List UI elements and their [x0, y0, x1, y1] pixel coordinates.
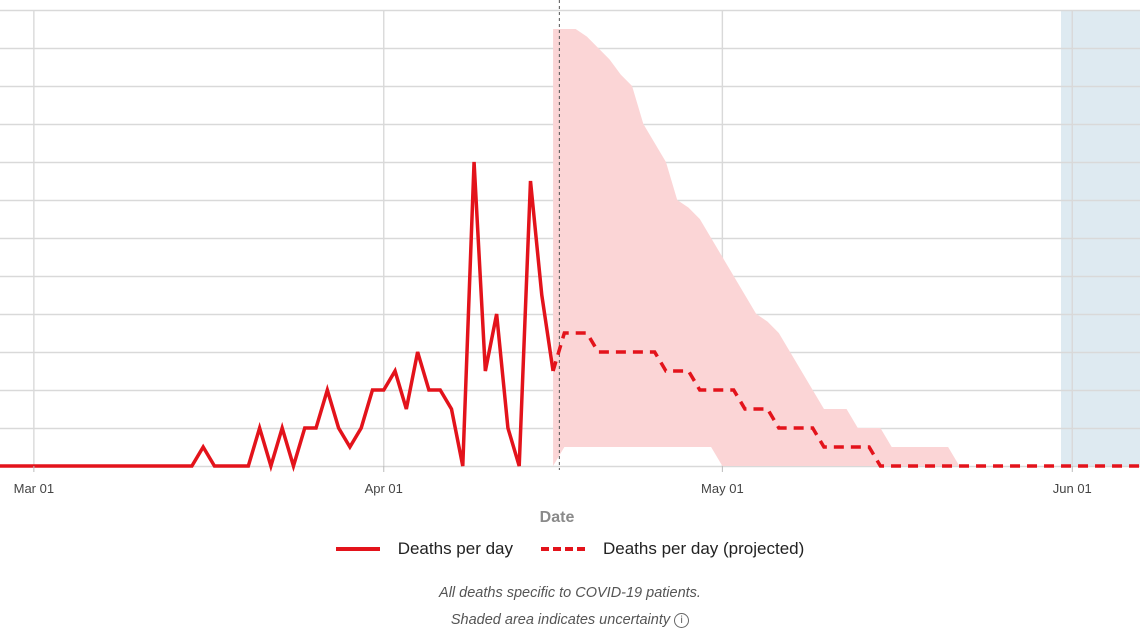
- legend-item-projected[interactable]: Deaths per day (projected): [541, 539, 804, 559]
- x-axis-title: Date: [540, 509, 575, 526]
- uncertainty-band: [553, 29, 960, 466]
- series-line-projected: [551, 331, 1140, 468]
- legend: Deaths per day Deaths per day (projected…: [0, 539, 1140, 559]
- legend-label-projected: Deaths per day (projected): [603, 539, 805, 558]
- deaths-chart: Mar 01 Apr 01 May 01 Jun 01 Date: [0, 0, 1140, 526]
- legend-solid-swatch: [335, 547, 380, 551]
- x-tick-label: Jun 01: [1053, 481, 1092, 496]
- x-tick-label: May 01: [701, 481, 744, 496]
- legend-item-actual[interactable]: Deaths per day: [335, 539, 513, 559]
- note-line-2: Shaded area indicates uncertainty: [450, 612, 671, 628]
- x-tick-label: Apr 01: [365, 481, 403, 496]
- note-deaths: All deaths specific to COVID-19 patients…: [0, 585, 1140, 601]
- legend-label-actual: Deaths per day: [397, 539, 513, 558]
- info-icon[interactable]: i: [674, 613, 690, 628]
- note-uncertainty: Shaded area indicates uncertainty i: [0, 612, 1140, 628]
- legend-dashed-swatch: [541, 547, 585, 551]
- x-tick-label: Mar 01: [14, 481, 54, 496]
- note-line-1: All deaths specific to COVID-19 patients…: [439, 585, 701, 601]
- series-line-actual: [0, 161, 555, 473]
